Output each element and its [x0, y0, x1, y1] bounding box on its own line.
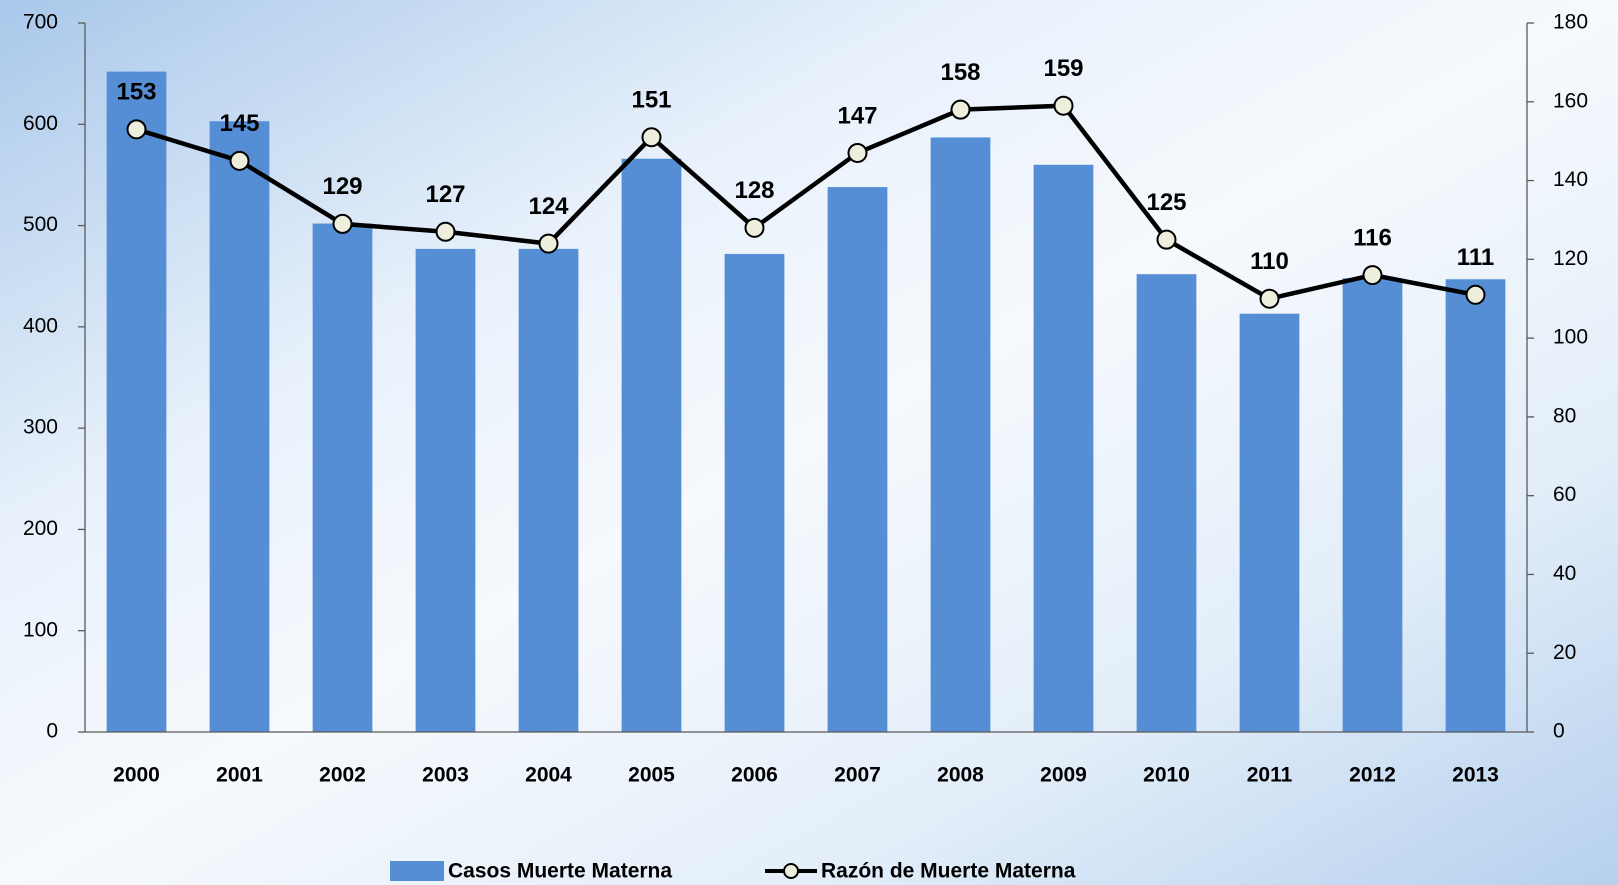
y2-tick-label: 160	[1553, 89, 1588, 112]
data-label: 158	[940, 59, 980, 86]
bar	[1342, 278, 1403, 732]
line-marker	[1156, 229, 1177, 250]
data-label: 145	[219, 110, 259, 137]
line-marker	[744, 217, 765, 238]
y-tick-label: 700	[23, 11, 58, 34]
bar	[724, 253, 785, 732]
data-label: 110	[1250, 248, 1289, 275]
legend-marker	[783, 863, 799, 879]
y-tick-label: 300	[23, 416, 58, 439]
x-tick-label: 2008	[937, 764, 984, 787]
data-label: 151	[631, 87, 671, 114]
y2-tick-label: 80	[1553, 404, 1576, 427]
bar	[106, 71, 167, 733]
bar	[1136, 274, 1197, 732]
y2-tick-label: 60	[1553, 483, 1576, 506]
data-label: 147	[837, 102, 877, 129]
line	[135, 103, 1476, 302]
data-label: 127	[425, 181, 465, 208]
y2-tick-label: 40	[1553, 562, 1576, 585]
data-label: 159	[1043, 55, 1083, 82]
y-tick-label: 100	[23, 618, 58, 641]
y-tick-label: 500	[23, 213, 58, 236]
bar	[621, 158, 682, 733]
y2-tick-label: 180	[1553, 11, 1588, 34]
line-marker	[1053, 95, 1074, 116]
bar	[1239, 313, 1300, 732]
data-label: 129	[322, 173, 362, 200]
legend-label: Casos Muerte Materna	[448, 860, 672, 883]
bar	[1033, 164, 1094, 733]
bar	[827, 187, 888, 732]
y2-tick-label: 20	[1553, 641, 1576, 664]
line-marker	[126, 119, 147, 140]
bar	[930, 137, 991, 732]
legend-label: Razón de Muerte Materna	[821, 860, 1076, 883]
x-tick-label: 2010	[1143, 764, 1190, 787]
line-marker	[538, 233, 559, 254]
bar	[1445, 279, 1506, 732]
x-tick-label: 2011	[1247, 764, 1293, 787]
bar	[312, 223, 373, 732]
bar	[415, 248, 476, 733]
y2-tick-label: 0	[1553, 720, 1565, 743]
data-label: 125	[1146, 189, 1186, 216]
data-label: 128	[734, 177, 774, 204]
x-tick-label: 2012	[1349, 764, 1396, 787]
x-tick-label: 2006	[731, 764, 778, 787]
x-tick-label: 2007	[834, 764, 881, 787]
line-marker	[1259, 288, 1280, 309]
line-marker	[1465, 284, 1486, 305]
line-marker	[847, 142, 868, 163]
x-tick-label: 2000	[113, 764, 160, 787]
line-marker	[332, 213, 353, 234]
legend-swatch	[390, 861, 444, 881]
data-label: 116	[1353, 224, 1392, 251]
line-marker	[641, 127, 662, 148]
y-tick-label: 0	[46, 720, 58, 743]
line-marker	[435, 221, 456, 242]
bar	[518, 248, 579, 733]
x-tick-label: 2004	[525, 764, 572, 787]
x-tick-label: 2005	[628, 764, 675, 787]
data-label: 124	[528, 193, 569, 220]
x-tick-label: 2003	[422, 764, 469, 787]
y2-tick-label: 140	[1553, 168, 1588, 191]
y-tick-label: 200	[23, 517, 58, 540]
bar	[209, 121, 270, 733]
y2-tick-label: 100	[1553, 326, 1588, 349]
line-marker	[950, 99, 971, 120]
data-label: 111	[1457, 244, 1494, 271]
x-tick-label: 2013	[1452, 764, 1499, 787]
y-tick-label: 600	[23, 112, 58, 135]
line-marker	[1362, 265, 1383, 286]
y2-tick-label: 120	[1553, 247, 1588, 270]
line-marker	[229, 150, 250, 171]
data-label: 153	[116, 79, 156, 106]
x-tick-label: 2002	[319, 764, 366, 787]
x-tick-label: 2001	[216, 764, 263, 787]
y-tick-label: 400	[23, 314, 58, 337]
x-tick-label: 2009	[1040, 764, 1087, 787]
